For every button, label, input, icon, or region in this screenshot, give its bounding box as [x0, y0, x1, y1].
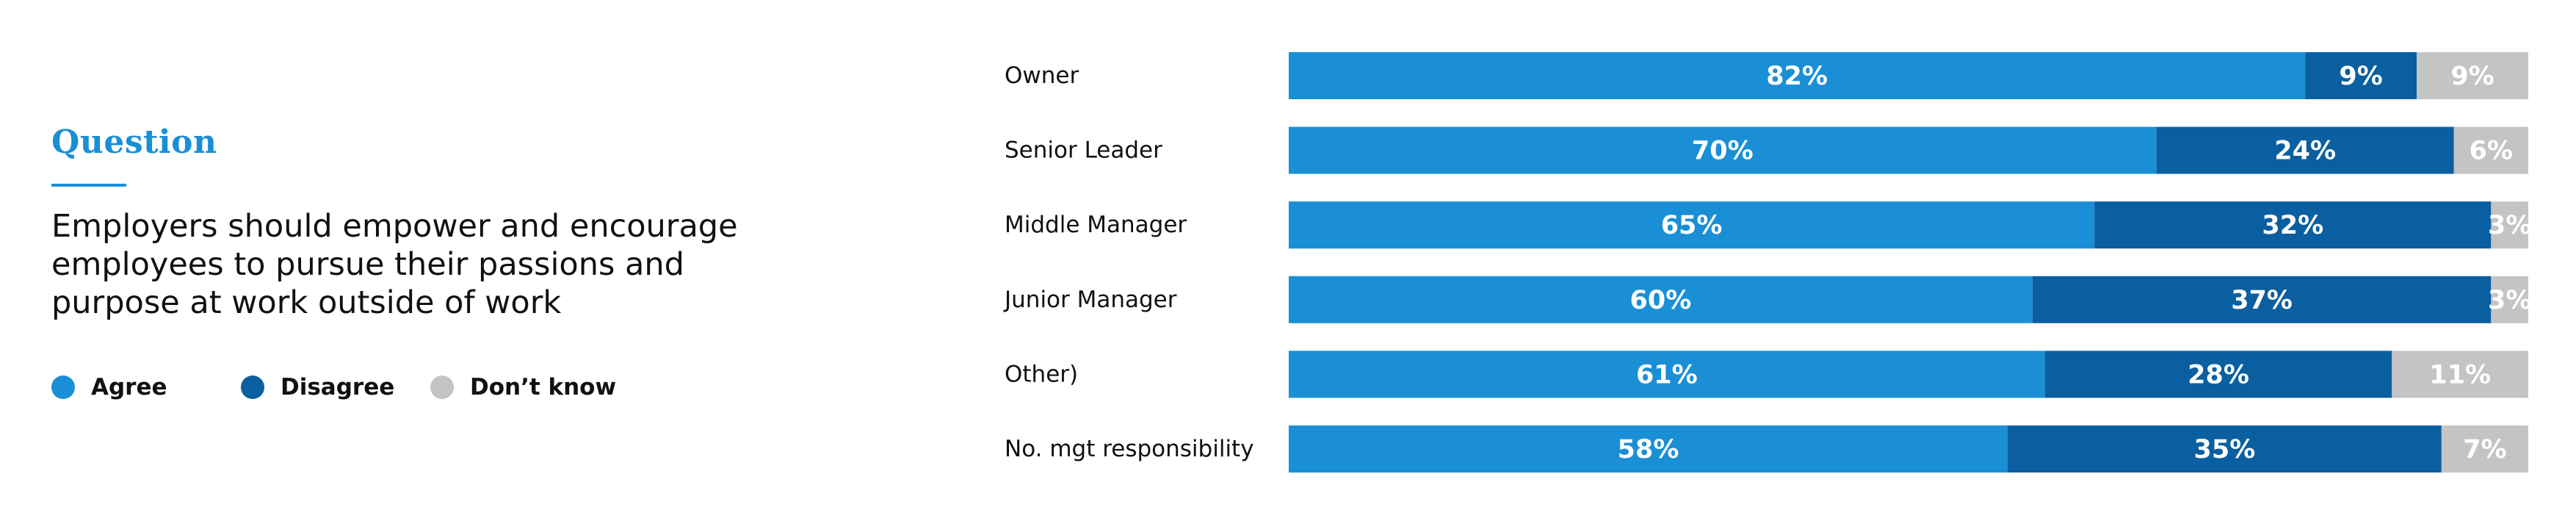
category-label: Middle Manager: [1005, 212, 1187, 238]
bar-row-senior-leader: Senior Leader 70% 24% 6%: [1005, 126, 2528, 174]
bar-segment-disagree: [2008, 425, 2442, 473]
question-heading: Question: [51, 123, 217, 161]
question-panel: Question Employers should empower and en…: [51, 0, 896, 521]
data-label: 70%: [1692, 137, 1754, 166]
data-label: 7%: [2463, 435, 2506, 464]
bar-segment-don-t-know: [2392, 351, 2528, 398]
category-label: No. mgt responsibility: [1005, 436, 1254, 462]
bar-segment-agree: [1289, 52, 2306, 99]
legend-label-agree: Agree: [91, 374, 167, 400]
data-label: 35%: [2194, 435, 2256, 464]
bar-segment-don-t-know: [2491, 276, 2528, 323]
bar-segment-disagree: [2305, 52, 2417, 99]
bar-segment-agree: [1289, 201, 2095, 249]
stacked-bar-chart: Owner 82% 9% 9% Senior Leader 70% 24% 6% Middle …: [999, 0, 2541, 521]
bar-segment-agree: [1289, 351, 2045, 398]
heading-underline: [51, 184, 126, 187]
legend-item-disagree: Disagree: [241, 370, 394, 405]
data-label: 60%: [1630, 286, 1692, 315]
bar-segment-agree: [1289, 126, 2157, 174]
bar-segment-agree: [1289, 276, 2033, 323]
bar-segment-disagree: [2094, 201, 2492, 249]
data-label: 37%: [2231, 286, 2293, 315]
category-label: Junior Manager: [1003, 287, 1177, 313]
data-label: 3%: [2488, 286, 2531, 315]
legend-swatch-dont-know: [430, 376, 454, 399]
legend-swatch-agree: [51, 376, 75, 399]
bar-segment-don-t-know: [2453, 126, 2528, 174]
data-label: 24%: [2274, 137, 2336, 166]
data-label: 32%: [2262, 211, 2323, 240]
bar-row-middle-manager: Middle Manager 65% 32% 3%: [1005, 201, 2531, 249]
category-label: Other): [1005, 361, 1078, 387]
data-label: 6%: [2470, 137, 2513, 166]
legend-item-dont-know: Don’t know: [430, 370, 616, 405]
data-label: 3%: [2488, 211, 2531, 240]
data-label: 28%: [2188, 360, 2249, 389]
data-label: 58%: [1618, 435, 1679, 464]
bar-row-junior-manager: Junior Manager 60% 37% 3%: [1003, 276, 2531, 323]
bar-segment-disagree: [2044, 351, 2392, 398]
bar-segment-disagree: [2032, 276, 2492, 323]
chart-svg: Owner 82% 9% 9% Senior Leader 70% 24% 6% Middle …: [1003, 52, 2531, 473]
data-label: 82%: [1766, 62, 1828, 91]
legend-label-disagree: Disagree: [281, 374, 395, 400]
data-label: 61%: [1636, 360, 1698, 389]
bar-segment-disagree: [2156, 126, 2454, 174]
question-text: Employers should empower and encourage e…: [51, 208, 738, 321]
category-label: Senior Leader: [1005, 137, 1162, 164]
data-label: 9%: [2450, 62, 2494, 91]
bar-segment-don-t-know: [2491, 201, 2528, 249]
bar-segment-don-t-know: [2441, 425, 2528, 473]
category-label: Owner: [1005, 62, 1079, 89]
data-label: 11%: [2429, 360, 2491, 389]
bar-segment-agree: [1289, 425, 2008, 473]
bar-row-owner: Owner 82% 9% 9%: [1005, 52, 2528, 99]
bar-row-other: Other) 61% 28% 11%: [1005, 351, 2528, 398]
legend-label-dont-know: Don’t know: [470, 374, 617, 400]
bar-row-no-mgt-responsibility: No. mgt responsibility 58% 35% 7%: [1005, 425, 2528, 473]
bar-segment-don-t-know: [2417, 52, 2528, 99]
legend: Agree Disagree Don’t know: [51, 370, 859, 405]
data-label: 65%: [1661, 211, 1723, 240]
legend-swatch-disagree: [241, 376, 264, 399]
legend-item-agree: Agree: [51, 370, 167, 405]
data-label: 9%: [2339, 62, 2382, 91]
